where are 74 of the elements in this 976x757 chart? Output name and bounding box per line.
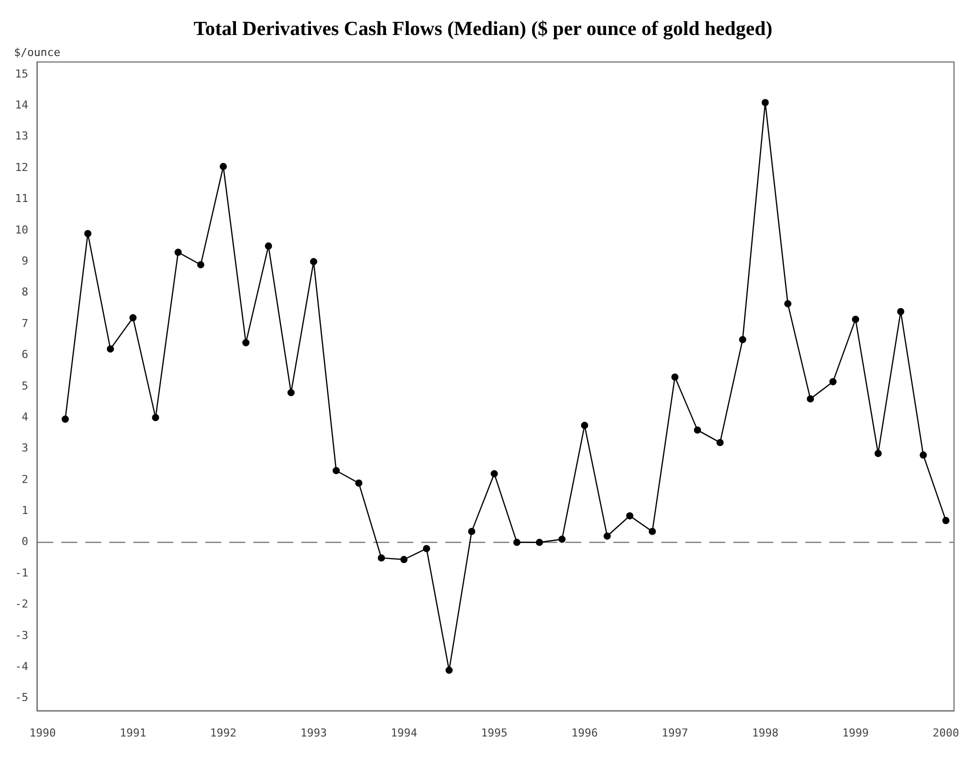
point [536, 538, 544, 546]
y-tick-label: 2 [22, 472, 28, 486]
x-tick-label: 1992 [210, 726, 237, 740]
point [468, 528, 476, 536]
x-tick-label: 1991 [120, 726, 146, 740]
y-tick-label: -4 [14, 660, 29, 673]
point [513, 538, 520, 546]
point [558, 536, 566, 543]
y-tick-label: 8 [22, 286, 28, 299]
point [874, 450, 882, 458]
point [129, 314, 137, 322]
y-tick-label: -1 [14, 566, 28, 580]
y-tick-label: 11 [14, 192, 28, 206]
y-tick-label: 13 [14, 130, 28, 143]
point [920, 451, 927, 459]
point [264, 242, 272, 250]
y-tick-label: -2 [14, 598, 28, 611]
y-tick-label: 0 [22, 535, 28, 548]
point [197, 261, 204, 268]
point [580, 422, 588, 429]
point [739, 336, 746, 344]
point [106, 345, 114, 353]
y-tick-label: 10 [14, 223, 28, 236]
point [152, 414, 160, 422]
point [62, 416, 69, 423]
point [490, 470, 498, 478]
point [604, 532, 611, 540]
x-tick-label: 1990 [29, 726, 56, 740]
y-tick-label: 15 [14, 67, 28, 80]
point [806, 395, 814, 402]
point [852, 316, 860, 323]
point [242, 339, 250, 346]
point [762, 98, 769, 106]
point [648, 528, 656, 536]
y-tick-label: 14 [14, 98, 29, 112]
point [829, 378, 837, 386]
point [694, 426, 702, 434]
x-tick-label: 1994 [390, 726, 418, 740]
point [716, 438, 724, 446]
point [220, 162, 227, 170]
y-tick-label: 5 [22, 379, 28, 392]
x-tick-label: 2000 [932, 726, 960, 740]
y-tick-label: 1 [22, 504, 28, 518]
x-tick-label: 1997 [662, 726, 688, 740]
point [942, 516, 950, 524]
point [355, 479, 362, 487]
y-tick-label: 7 [22, 316, 28, 330]
x-tick-label: 1993 [300, 726, 327, 740]
point [446, 666, 453, 674]
y-tick-label: 12 [14, 160, 28, 174]
x-tick-label: 1996 [571, 726, 598, 740]
y-tick-label: -3 [14, 628, 28, 642]
point [784, 300, 792, 308]
point [400, 556, 408, 564]
point [626, 512, 634, 520]
point [422, 545, 430, 552]
x-tick-label: 1998 [752, 726, 778, 740]
y-tick-label: 3 [22, 442, 28, 455]
x-tick-label: 1999 [842, 726, 869, 740]
chart-title: Total Derivatives Cash Flows (Median) ($ per ounce of gold hedged) [194, 18, 772, 40]
point [378, 554, 385, 562]
point [310, 258, 318, 266]
point [897, 308, 904, 316]
point [671, 373, 679, 381]
y-tick-label: 6 [22, 348, 28, 362]
point [84, 230, 92, 238]
point [332, 467, 340, 474]
y-tick-label: -5 [14, 691, 28, 704]
x-tick-label: 1995 [481, 726, 508, 740]
point [174, 248, 182, 256]
point [287, 389, 295, 396]
y-tick-label: 9 [22, 254, 28, 268]
y-axis-title: $/ounce [14, 46, 60, 59]
y-tick-label: 4 [22, 410, 29, 424]
